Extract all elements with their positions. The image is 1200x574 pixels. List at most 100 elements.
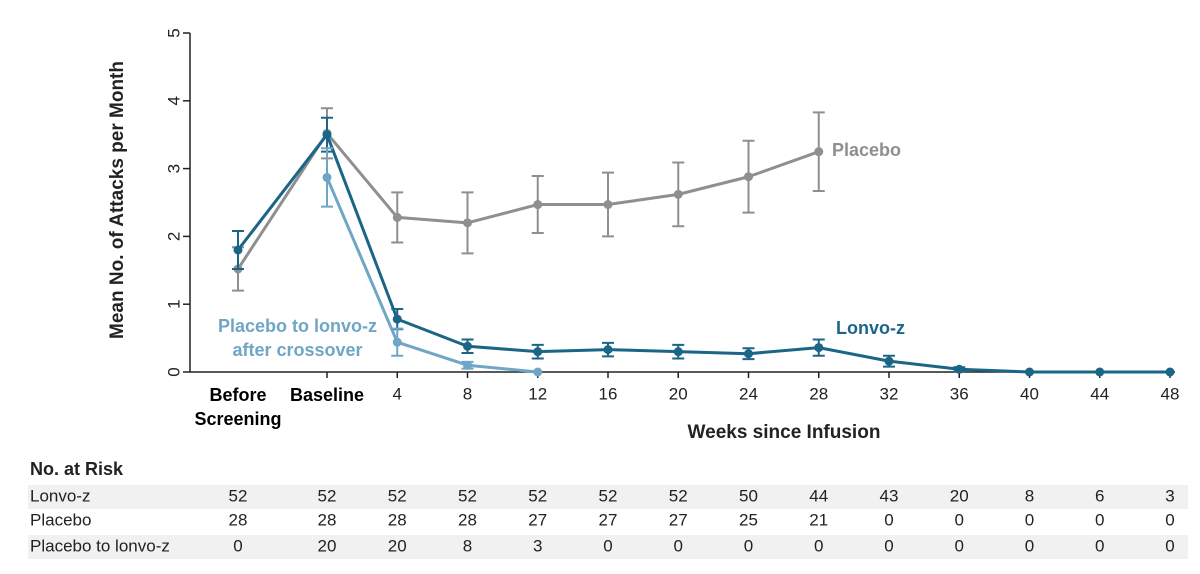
table-cell: 0 — [603, 536, 612, 555]
x-tick-label: 4 — [393, 384, 402, 403]
x-axis-title: Weeks since Infusion — [688, 422, 881, 443]
data-point — [533, 200, 543, 210]
y-tick-label: 1 — [164, 299, 183, 308]
data-point — [463, 341, 472, 351]
x-tick-label: 36 — [950, 384, 969, 403]
row-label: Placebo to lonvo-z — [30, 536, 170, 555]
data-point — [884, 356, 894, 366]
table-cell: 3 — [533, 536, 542, 555]
table-cell: 20 — [318, 536, 337, 555]
data-point — [673, 347, 683, 357]
table-cell: 27 — [528, 510, 547, 529]
table-cell: 27 — [599, 510, 618, 529]
table-cell: 0 — [884, 510, 893, 529]
table-cell: 8 — [1025, 486, 1034, 505]
data-point — [392, 314, 402, 324]
table-cell: 0 — [233, 536, 242, 555]
series-label: Placebo — [832, 140, 902, 160]
row-band — [28, 535, 1188, 559]
x-tick-label: 12 — [528, 384, 547, 403]
table-cell: 50 — [739, 486, 758, 505]
table-cell: 21 — [809, 510, 828, 529]
table-cell: 0 — [1095, 510, 1104, 529]
x-tick-label: 8 — [463, 384, 472, 403]
y-tick-label: 3 — [164, 164, 183, 173]
table-cell: 0 — [814, 536, 823, 555]
data-point — [1165, 367, 1175, 377]
series-line — [236, 131, 820, 270]
table-cell: 43 — [880, 486, 899, 505]
data-point — [392, 337, 402, 347]
series-line — [325, 176, 538, 374]
data-point — [744, 349, 753, 359]
table-title: No. at Risk — [30, 459, 124, 479]
y-axis-title: Mean No. of Attacks per Month — [107, 61, 128, 339]
table-cell: 44 — [809, 486, 828, 505]
table-cell: 52 — [669, 486, 688, 505]
x-tick-label: 48 — [1161, 384, 1180, 403]
table-cell: 20 — [388, 536, 407, 555]
data-point — [233, 245, 243, 255]
table-cell: 0 — [955, 536, 964, 555]
x-tick-label: 44 — [1090, 384, 1109, 403]
table-cell: 52 — [318, 486, 337, 505]
table-cell: 0 — [1025, 510, 1034, 529]
table-cell: 0 — [1025, 536, 1034, 555]
y-tick-label: 5 — [164, 28, 183, 37]
x-tick-label: Before Screening — [194, 385, 282, 429]
x-tick-label: 24 — [739, 384, 758, 403]
table-cell: 52 — [229, 486, 248, 505]
table-cell: 52 — [388, 486, 407, 505]
x-tick-label: 16 — [599, 384, 618, 403]
x-tick-label: Baseline — [289, 385, 365, 405]
x-tick-label: 28 — [809, 384, 828, 403]
data-point — [533, 367, 543, 377]
table-cell: 0 — [955, 510, 964, 529]
table-cell: 52 — [458, 486, 477, 505]
row-band — [28, 485, 1188, 509]
table-cell: 28 — [318, 510, 337, 529]
table-cell: 6 — [1095, 486, 1104, 505]
row-label: Lonvo-z — [30, 486, 90, 505]
y-tick-label: 0 — [164, 367, 183, 376]
table-cell: 25 — [739, 510, 758, 529]
x-tick-label: 32 — [880, 384, 899, 403]
data-point — [1025, 367, 1034, 377]
data-point — [322, 130, 332, 140]
table-cell: 52 — [599, 486, 618, 505]
table-cell: 52 — [528, 486, 547, 505]
data-point — [744, 172, 753, 182]
series-label: Lonvo-z — [836, 318, 905, 338]
series-label: Placebo to lonvo-z after crossover — [217, 316, 377, 360]
table-cell: 8 — [463, 536, 472, 555]
data-point — [322, 172, 332, 182]
table-cell: 0 — [674, 536, 683, 555]
table-cell: 3 — [1165, 486, 1174, 505]
y-tick-label: 2 — [164, 232, 183, 241]
table-cell: 28 — [458, 510, 477, 529]
data-point — [673, 189, 683, 199]
data-point — [1095, 367, 1105, 377]
data-point — [533, 347, 543, 357]
table-cell: 0 — [1165, 536, 1174, 555]
table-cell: 0 — [1095, 536, 1104, 555]
data-point — [954, 364, 964, 374]
table-cell: 28 — [388, 510, 407, 529]
table-cell: 0 — [1165, 510, 1174, 529]
table-cell: 0 — [884, 536, 893, 555]
table-cell: 20 — [950, 486, 969, 505]
y-tick-label: 4 — [164, 96, 183, 105]
data-point — [463, 218, 472, 228]
data-point — [814, 147, 824, 157]
data-point — [392, 212, 402, 222]
data-point — [603, 200, 613, 210]
table-cell: 28 — [229, 510, 248, 529]
table-cell: 0 — [744, 536, 753, 555]
x-tick-label: 20 — [669, 384, 688, 403]
data-point — [463, 360, 472, 370]
series-line — [236, 133, 1170, 374]
data-point — [814, 343, 824, 353]
data-point — [603, 345, 613, 355]
